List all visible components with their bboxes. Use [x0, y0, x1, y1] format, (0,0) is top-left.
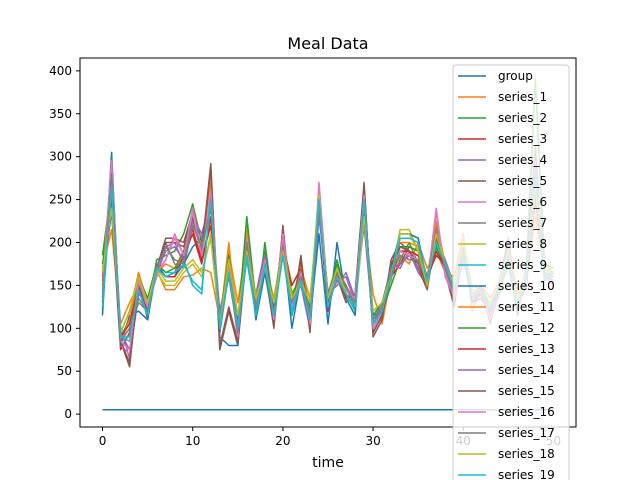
legend-item: series_19 — [458, 468, 555, 480]
legend-label: series_2 — [498, 111, 547, 125]
legend-label: series_11 — [498, 300, 555, 314]
legend-label: series_14 — [498, 363, 555, 377]
legend-item: series_10 — [458, 279, 555, 293]
legend-item: series_5 — [458, 174, 547, 188]
legend-item: series_4 — [458, 153, 547, 167]
legend-item: series_15 — [458, 384, 555, 398]
legend-item: series_12 — [458, 321, 555, 335]
legend-label: series_5 — [498, 174, 547, 188]
y-tick-label: 300 — [49, 150, 72, 164]
legend-item: series_6 — [458, 195, 547, 209]
legend-item: series_14 — [458, 363, 555, 377]
y-tick-label: 350 — [49, 107, 72, 121]
legend-label: series_8 — [498, 237, 547, 251]
y-tick-label: 250 — [49, 193, 72, 207]
x-tick-label: 0 — [99, 434, 107, 448]
legend-label: series_19 — [498, 468, 555, 480]
legend-label: series_1 — [498, 90, 547, 104]
legend-label: series_13 — [498, 342, 555, 356]
y-tick-label: 0 — [64, 407, 72, 421]
legend-label: series_7 — [498, 216, 547, 230]
legend-item: group — [458, 69, 533, 83]
legend-label: group — [498, 69, 533, 83]
legend: group series_1 series_2 series_3 series_4ser… — [452, 64, 570, 480]
legend-item: series_18 — [458, 447, 555, 461]
legend-label: series_15 — [498, 384, 555, 398]
y-tick-label: 200 — [49, 236, 72, 250]
y-axis: 0 50 100 150 200 250 300 350 400 — [49, 64, 80, 421]
legend-label: series_18 — [498, 447, 555, 461]
legend-item: series_16 — [458, 405, 555, 419]
legend-label: series_4 — [498, 153, 547, 167]
legend-item: series_2 — [458, 111, 547, 125]
y-tick-label: 50 — [57, 364, 72, 378]
legend-label: series_3 — [498, 132, 547, 146]
legend-item: series_3 — [458, 132, 547, 146]
legend-label: series_17 — [498, 426, 555, 440]
legend-item: series_7 — [458, 216, 547, 230]
axes-frame — [79, 57, 577, 428]
x-tick-label: 10 — [185, 434, 200, 448]
legend-label: series_10 — [498, 279, 555, 293]
x-tick-label: 20 — [275, 434, 290, 448]
legend-item: series_1 — [458, 90, 547, 104]
x-tick-label: 30 — [365, 434, 380, 448]
chart-title: Meal Data — [287, 34, 368, 53]
legend-box — [452, 64, 570, 480]
x-axis-label: time — [312, 455, 344, 471]
y-tick-label: 400 — [49, 64, 72, 78]
legend-label: series_16 — [498, 405, 555, 419]
legend-item: series_17 — [458, 426, 555, 440]
legend-item: series_13 — [458, 342, 555, 356]
legend-label: series_12 — [498, 321, 555, 335]
y-tick-label: 100 — [49, 321, 72, 335]
legend-label: series_9 — [498, 258, 547, 272]
legend-item: series_9 — [458, 258, 547, 272]
y-tick-label: 150 — [49, 278, 72, 292]
legend-item: series_8 — [458, 237, 547, 251]
legend-label: series_6 — [498, 195, 547, 209]
legend-item: series_11 — [458, 300, 555, 314]
